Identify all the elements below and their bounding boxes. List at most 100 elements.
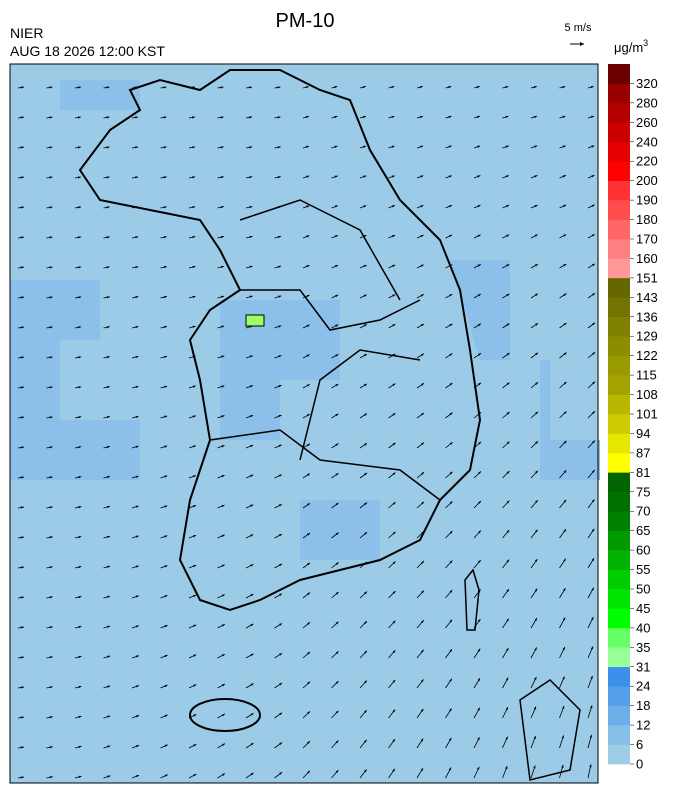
wind-arrow-head	[279, 742, 283, 746]
wind-arrow-head	[193, 565, 197, 568]
wind-arrow-head	[392, 324, 396, 327]
colorbar-segment	[608, 433, 630, 454]
wind-arrow-head	[563, 470, 567, 474]
wind-arrow-head	[49, 206, 53, 209]
wind-arrow-head	[589, 734, 592, 738]
colorbar-tick-label: 60	[636, 543, 650, 558]
wind-arrow-head	[421, 560, 424, 564]
colorbar-tick-label: 160	[636, 251, 658, 266]
wind-arrow-head	[307, 622, 311, 625]
wind-arrow-head	[392, 502, 396, 505]
wind-arrow-head	[477, 737, 480, 741]
wind-arrow-head	[392, 768, 395, 772]
wind-arrow-head	[563, 381, 567, 385]
wind-arrow-head	[364, 739, 367, 743]
wind-arrow-head	[164, 445, 168, 448]
wind-arrow-head	[307, 473, 310, 477]
wind-arrow-head	[478, 560, 481, 563]
colorbar-tick-label: 180	[636, 212, 658, 227]
wind-arrow-head	[106, 116, 110, 119]
colorbar-segment	[608, 472, 630, 493]
wind-arrow-head	[421, 531, 425, 535]
wind-arrow-head	[107, 535, 111, 539]
wind-arrow-head	[334, 175, 338, 178]
wind-arrow-head	[478, 353, 482, 356]
wind-arrow-head	[78, 326, 82, 329]
wind-arrow-head	[21, 776, 24, 779]
colorbar-tick-label: 280	[636, 95, 658, 110]
wind-arrow-head	[533, 765, 536, 769]
colorbar-segment	[608, 219, 630, 240]
wind-arrow-head	[278, 355, 282, 358]
wind-arrow-head	[505, 115, 509, 119]
wind-arrow-head	[250, 713, 254, 716]
wind-arrow-head	[135, 355, 139, 359]
wind-arrow-head	[78, 775, 82, 779]
wind-arrow-head	[49, 596, 53, 599]
wind-arrow-head	[364, 591, 368, 595]
wind-arrow-head	[135, 595, 139, 598]
wind-arrow-head	[49, 296, 53, 299]
wind-arrow-head	[448, 767, 452, 771]
colorbar-tick-label: 108	[636, 387, 658, 402]
wind-arrow-head	[49, 506, 53, 509]
colorbar-tick-label: 190	[636, 193, 658, 208]
wind-arrow-head	[506, 530, 510, 533]
wind-arrow-head	[278, 325, 282, 328]
wind-arrow-head	[477, 294, 481, 297]
wind-arrow-head	[421, 649, 424, 653]
wind-arrow-head	[193, 594, 197, 598]
wind-arrow-head	[49, 236, 53, 239]
wind-arrow-head	[135, 146, 139, 149]
wind-arrow-head	[534, 529, 538, 533]
wind-arrow-head	[306, 295, 310, 298]
wind-arrow-head	[192, 206, 196, 209]
wind-arrow-head	[164, 714, 168, 718]
wind-arrow-head	[49, 716, 53, 719]
wind-arrow-head	[364, 621, 367, 624]
colorbar-segment	[608, 569, 630, 590]
wind-arrow-head	[535, 352, 539, 356]
colorbar-tick-label: 70	[636, 504, 650, 519]
wind-arrow-head	[21, 566, 24, 569]
wind-arrow-head	[135, 206, 139, 209]
wind-arrow-head	[391, 205, 395, 208]
wind-arrow-head	[563, 529, 566, 533]
wind-arrow-head	[192, 86, 195, 89]
wind-arrow-head	[334, 205, 338, 208]
colorbar-segment	[608, 375, 630, 395]
wind-arrow-head	[163, 116, 167, 119]
colorbar-tick-label: 0	[636, 757, 643, 772]
wind-arrow-head	[21, 326, 24, 329]
wind-arrow-head	[250, 474, 254, 478]
wind-arrow-head	[476, 766, 480, 770]
colorbar-segment	[608, 627, 630, 648]
colorbar-tick-label: 122	[636, 348, 658, 363]
wind-arrow-head	[506, 382, 510, 386]
wind-arrow-head	[363, 235, 367, 238]
wind-arrow-head	[221, 713, 225, 717]
wind-arrow-head	[192, 295, 196, 299]
wind-arrow-head	[164, 685, 168, 688]
wind-arrow-head	[49, 476, 53, 479]
wind-arrow-head	[193, 774, 197, 777]
wind-arrow-head	[49, 146, 53, 149]
wind-arrow-head	[392, 591, 396, 594]
wind-arrow-head	[277, 86, 281, 89]
wind-arrow-head	[562, 676, 565, 680]
colorbar-segment	[608, 491, 630, 512]
wind-arrow-head	[250, 772, 254, 776]
wind-arrow-head	[193, 654, 197, 657]
wind-arrow-head	[278, 504, 282, 507]
wind-arrow-head	[278, 415, 282, 418]
wind-arrow-head	[135, 445, 139, 449]
wind-arrow-head	[335, 740, 339, 744]
wind-arrow-head	[221, 385, 225, 388]
wind-arrow-head	[250, 415, 254, 418]
wind-arrow-head	[49, 626, 53, 629]
wind-arrow-head	[249, 355, 253, 358]
wind-arrow-head	[277, 116, 281, 119]
wind-arrow-head	[164, 415, 168, 418]
wind-arrow-head	[135, 655, 139, 658]
wind-arrow-head	[476, 86, 480, 89]
